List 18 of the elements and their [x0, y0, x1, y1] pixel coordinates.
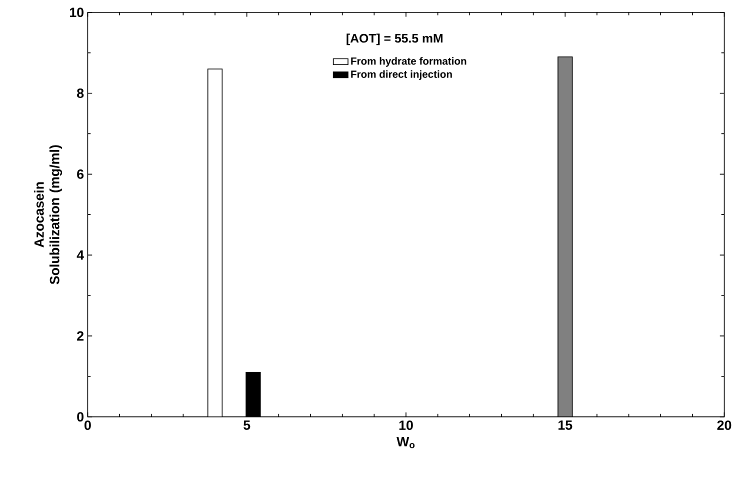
y-axis-title: Azocasein Solubilization (mg/ml): [34, 145, 62, 284]
annotation: [AOT] = 55.5 mM: [346, 34, 442, 46]
y-tick-label: 2: [77, 331, 84, 341]
y-tick-label: 0: [77, 412, 84, 422]
y-tick-label: 6: [77, 170, 84, 180]
y-tick-label: 8: [77, 88, 84, 98]
x-tick-label: 15: [558, 420, 572, 430]
x-tick-label: 0: [84, 420, 91, 430]
x-tick-label: 20: [717, 420, 732, 430]
x-axis-title: W$_{o}$: [396, 437, 415, 448]
y-tick-label: 4: [76, 250, 84, 260]
y-tick-label: 10: [70, 8, 84, 18]
x-tick-label: 10: [399, 420, 413, 430]
bar: [207, 68, 223, 417]
legend-label: From hydrate formation: [351, 57, 466, 67]
x-tick-label: 5: [244, 420, 250, 430]
bar: [246, 372, 261, 417]
legend-label: From direct injection: [351, 70, 452, 80]
